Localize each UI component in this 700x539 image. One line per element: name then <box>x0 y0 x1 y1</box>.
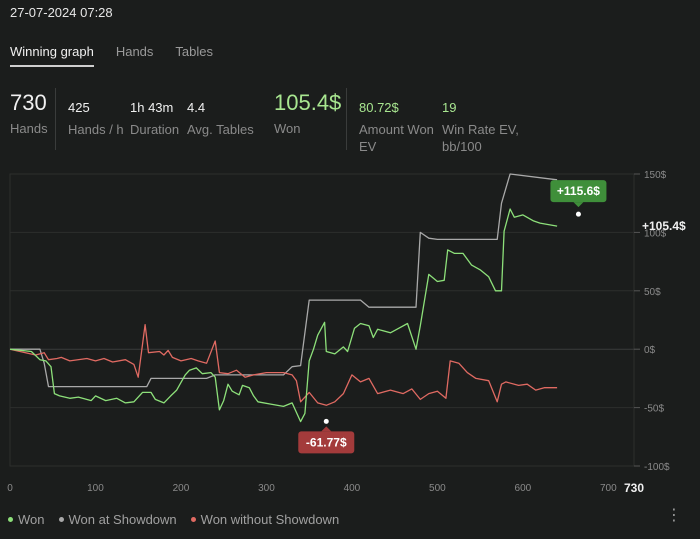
stat-amount-won-ev-label: Amount Won EV <box>359 122 434 154</box>
y-tick-label: 100$ <box>644 228 667 239</box>
min-annotation-point <box>323 418 329 424</box>
series-won-at-showdown-line <box>10 173 558 388</box>
series-won-without-showdown-line <box>9 324 558 406</box>
divider <box>55 88 56 150</box>
x-tick-label: 100 <box>87 483 104 494</box>
winning-graph-chart[interactable]: 150$ 100$ 50$ 0$ -50$ -100$ 0 100 200 300 400 500 60… <box>0 166 700 506</box>
max-annotation-bg <box>550 180 607 203</box>
more-options-icon[interactable]: ⋮ <box>666 507 682 524</box>
stat-hands: 730 Hands <box>10 92 48 137</box>
y-tick-label: 0$ <box>644 345 656 356</box>
x-tick-label: 300 <box>258 483 275 494</box>
legend-label-won: Won <box>18 512 45 527</box>
x-end-label: 730 <box>624 481 644 495</box>
tab-winning-graph[interactable]: Winning graph <box>10 44 94 67</box>
stat-hands-label: Hands <box>10 121 48 136</box>
max-annotation-point <box>575 211 581 217</box>
max-annotation-pointer <box>573 202 584 208</box>
stat-win-rate-ev: 19 Win Rate EV, bb/100 <box>442 100 522 155</box>
x-tick-label: 700 <box>600 483 617 494</box>
y-tick-label: 150$ <box>644 170 667 181</box>
legend-label-won-at-showdown: Won at Showdown <box>68 512 177 527</box>
stat-avg-tables-label: Avg. Tables <box>187 122 254 137</box>
stat-amount-won-ev-value: 80.72$ <box>359 100 399 115</box>
stat-duration-label: Duration <box>130 122 180 137</box>
legend-swatch-won-at-showdown <box>58 517 64 522</box>
series-won-line <box>9 208 558 423</box>
legend-item-won-without-showdown[interactable]: Won without Showdown <box>190 512 340 527</box>
plot-frame <box>9 173 635 467</box>
session-timestamp: 27-07-2024 07:28 <box>10 5 113 20</box>
x-tick-label: 500 <box>429 483 446 494</box>
x-tick-label: 200 <box>173 483 190 494</box>
stat-hands-per-hour-label: Hands / h <box>68 122 124 137</box>
y-tick-label: -50$ <box>644 404 664 415</box>
legend-label-won-without-showdown: Won without Showdown <box>200 512 340 527</box>
legend-swatch-won <box>8 517 13 522</box>
legend-item-won-at-showdown[interactable]: Won at Showdown <box>58 512 177 527</box>
min-annotation-pointer <box>321 426 332 432</box>
x-tick-label: 600 <box>515 483 532 494</box>
stat-avg-tables-value: 4.4 <box>187 100 206 115</box>
x-tick-label: 0 <box>7 483 13 494</box>
y-tick-label: 50$ <box>644 287 661 298</box>
stat-duration: 1h 43m Duration <box>130 100 179 138</box>
stat-won-value: 105.4$ <box>274 90 342 115</box>
stat-amount-won-ev: 80.72$ Amount Won EV <box>359 100 437 155</box>
stat-hands-per-hour-value: 425 <box>68 100 90 115</box>
stat-avg-tables: 4.4 Avg. Tables <box>187 100 254 138</box>
legend-swatch-won-without-showdown <box>190 517 196 522</box>
chart-legend: Won Won at Showdown Won without Showdown <box>8 512 339 527</box>
divider <box>346 88 347 150</box>
stat-duration-value: 1h 43m <box>130 100 174 115</box>
final-value-label: +105.4$ <box>642 219 686 233</box>
stat-won: 105.4$ Won <box>274 92 341 137</box>
x-tick-label: 400 <box>344 483 361 494</box>
stat-hands-per-hour: 425 Hands / h <box>68 100 124 138</box>
stat-hands-value: 730 <box>10 90 47 115</box>
min-annotation-bg <box>298 431 355 454</box>
stat-win-rate-ev-value: 19 <box>442 100 457 115</box>
y-tick-label: -100$ <box>644 462 670 473</box>
legend-item-won[interactable]: Won <box>8 512 45 527</box>
stat-won-label: Won <box>274 121 301 136</box>
max-annotation: +115.6$ <box>557 184 600 198</box>
tab-hands[interactable]: Hands <box>115 44 154 59</box>
tab-tables[interactable]: Tables <box>175 44 213 59</box>
min-annotation: -61.77$ <box>306 435 347 449</box>
tab-bar: Winning graph Hands Tables <box>10 44 213 67</box>
stat-win-rate-ev-label: Win Rate EV, bb/100 <box>442 122 519 154</box>
